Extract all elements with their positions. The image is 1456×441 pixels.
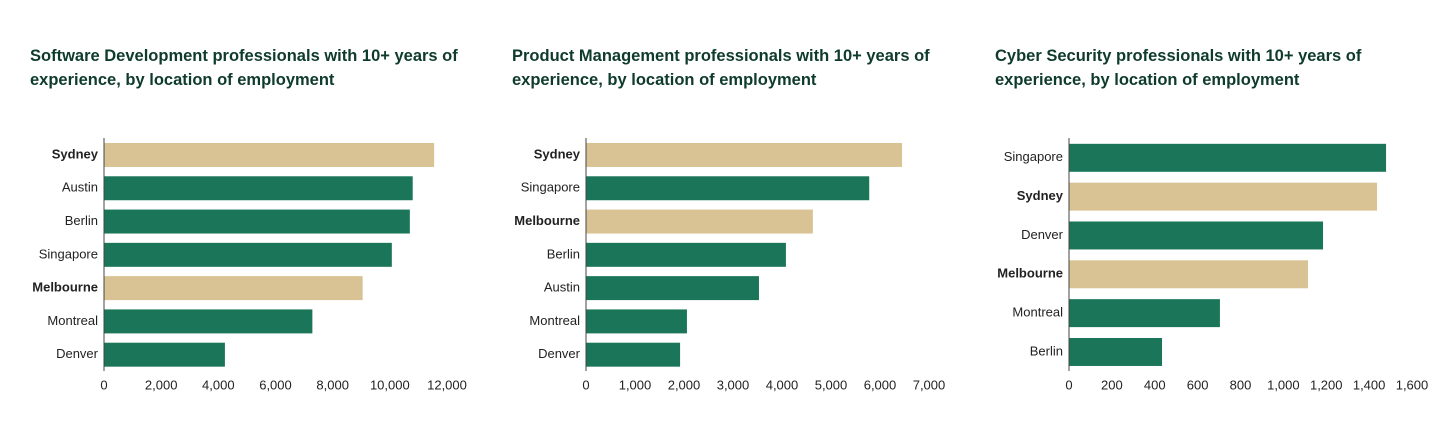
category-label: Berlin <box>1030 343 1063 358</box>
x-tick-label: 2,000 <box>668 377 701 392</box>
category-label: Denver <box>1021 227 1064 242</box>
x-tick-label: 800 <box>1230 377 1252 392</box>
x-tick-label: 10,000 <box>370 377 410 392</box>
chart-panel: Cyber Security professionals with 10+ ye… <box>965 0 1447 441</box>
x-tick-label: 4,000 <box>766 377 799 392</box>
chart-title: Cyber Security professionals with 10+ ye… <box>995 47 1362 89</box>
x-tick-label: 1,200 <box>1310 377 1343 392</box>
category-label: Montreal <box>1012 305 1063 320</box>
bar <box>104 209 410 234</box>
x-tick-label: 5,000 <box>815 377 848 392</box>
category-label: Sydney <box>52 146 99 161</box>
x-tick-label: 6,000 <box>259 377 292 392</box>
bar <box>1069 143 1387 172</box>
chart-title: Product Management professionals with 10… <box>512 47 930 89</box>
bar <box>586 276 759 301</box>
x-tick-label: 0 <box>1065 377 1072 392</box>
category-label: Melbourne <box>32 280 98 295</box>
x-tick-label: 3,000 <box>717 377 750 392</box>
x-tick-label: 1,000 <box>619 377 652 392</box>
bar <box>586 342 681 367</box>
category-label: Singapore <box>1004 149 1063 164</box>
bar <box>104 242 392 267</box>
x-tick-label: 8,000 <box>316 377 349 392</box>
x-tick-label: 2,000 <box>145 377 178 392</box>
bar <box>586 309 687 334</box>
bar <box>586 176 870 201</box>
chart-panel: Product Management professionals with 10… <box>482 0 964 441</box>
category-label: Singapore <box>521 180 580 195</box>
x-tick-label: 0 <box>100 377 107 392</box>
x-tick-label: 400 <box>1144 377 1166 392</box>
category-label: Austin <box>62 180 98 195</box>
chart-panel: Software Development professionals with … <box>0 0 482 441</box>
category-label: Melbourne <box>514 213 580 228</box>
x-tick-label: 0 <box>582 377 589 392</box>
category-label: Singapore <box>39 246 98 261</box>
x-tick-label: 1,000 <box>1267 377 1300 392</box>
category-label: Sydney <box>1017 188 1064 203</box>
chart: Sydney Austin Berlin Singapore Melbourne Mont… <box>32 138 467 392</box>
category-label: Austin <box>544 280 580 295</box>
chart-title: Software Development professionals with … <box>30 47 458 89</box>
bar <box>586 209 813 234</box>
chart: Singapore Sydney Denver Melbourne Montreal Be… <box>997 138 1429 392</box>
bar <box>104 176 413 201</box>
bar <box>1069 299 1220 328</box>
category-label: Denver <box>56 346 99 361</box>
category-label: Sydney <box>534 146 581 161</box>
bar <box>586 242 786 267</box>
bar <box>104 276 363 301</box>
category-label: Melbourne <box>997 266 1063 281</box>
x-tick-label: 6,000 <box>864 377 897 392</box>
x-tick-label: 12,000 <box>427 377 467 392</box>
x-tick-label: 1,600 <box>1396 377 1429 392</box>
x-tick-label: 1,400 <box>1353 377 1386 392</box>
bar <box>1069 221 1324 250</box>
category-label: Berlin <box>547 246 580 261</box>
bar <box>1069 182 1378 211</box>
bar <box>104 309 313 334</box>
bar <box>586 142 903 167</box>
bar <box>1069 337 1163 366</box>
category-label: Montreal <box>529 313 580 328</box>
category-label: Denver <box>538 346 581 361</box>
bar <box>104 342 225 367</box>
chart: Sydney Singapore Melbourne Berlin Austin Mont… <box>514 138 946 392</box>
x-tick-label: 7,000 <box>913 377 946 392</box>
category-label: Montreal <box>47 313 98 328</box>
x-tick-label: 4,000 <box>202 377 235 392</box>
bar <box>104 142 435 167</box>
category-label: Berlin <box>65 213 98 228</box>
x-tick-label: 600 <box>1187 377 1209 392</box>
bar <box>1069 260 1309 289</box>
x-tick-label: 200 <box>1101 377 1123 392</box>
